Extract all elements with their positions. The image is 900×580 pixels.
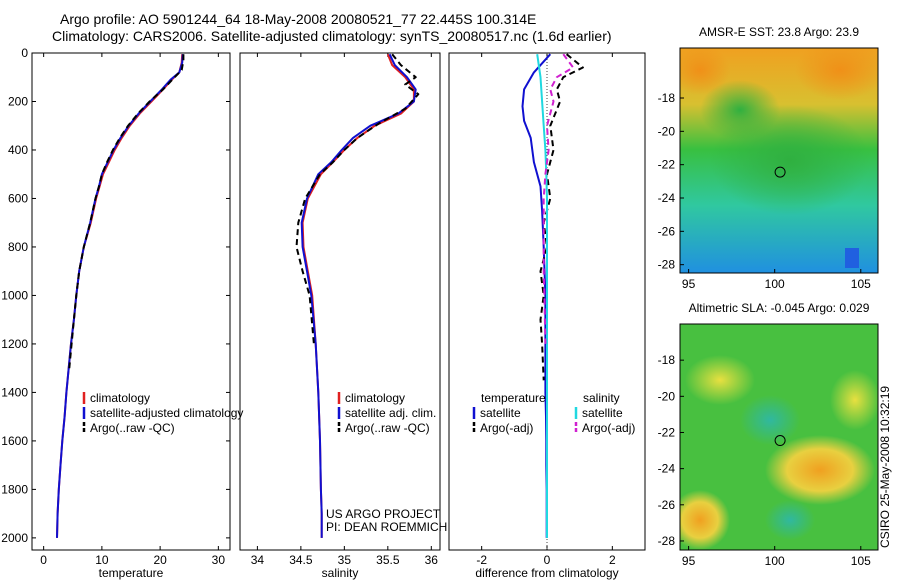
sst-map-warm-patch <box>680 48 730 95</box>
sst-map-warm-patch <box>795 48 878 100</box>
series-line-salinity-argo-adj- <box>542 53 575 344</box>
x-axis-label: salinity <box>322 566 359 580</box>
sla-map-high-patch <box>680 490 730 550</box>
map-frame <box>679 323 879 551</box>
map-y-tick-label: -22 <box>658 158 676 172</box>
x-tick-label: 35 <box>338 553 352 567</box>
x-tick-label: 10 <box>95 553 109 567</box>
series-line-argo-raw-qc- <box>295 53 420 344</box>
x-tick-label: 0 <box>40 553 47 567</box>
legend-heading: temperature <box>481 391 546 405</box>
x-tick-label: 35.5 <box>376 553 400 567</box>
y-tick-label: 1400 <box>1 385 28 399</box>
map-title: AMSR-E SST: 23.8 Argo: 23.9 <box>699 25 859 39</box>
sla-map-low-patch <box>765 500 815 540</box>
map-title: Altimetric SLA: -0.045 Argo: 0.029 <box>689 301 870 315</box>
x-tick-label: -2 <box>476 553 487 567</box>
sst-map <box>680 48 878 273</box>
legend-label: Argo(..raw -QC) <box>345 421 430 435</box>
map-y-tick-label: -26 <box>658 224 676 238</box>
sla-map-high-patch <box>830 370 878 430</box>
profile-location-marker <box>774 166 786 178</box>
x-tick-label: 2 <box>609 553 616 567</box>
map-x-tick-label: 95 <box>682 554 696 568</box>
x-tick-label: 0 <box>544 553 551 567</box>
y-tick-label: 1000 <box>1 288 28 302</box>
x-tick-label: 36 <box>425 553 439 567</box>
map-y-tick-label: -24 <box>658 462 676 476</box>
x-tick-label: 30 <box>212 553 226 567</box>
map-y-tick-label: -20 <box>658 389 676 403</box>
map-y-tick-label: -18 <box>658 91 676 105</box>
sla-map <box>680 324 878 550</box>
project-annotation: US ARGO PROJECT <box>326 507 441 521</box>
y-tick-label: 0 <box>21 46 28 60</box>
legend-label: Argo(..raw -QC) <box>90 421 175 435</box>
map-x-tick-label: 105 <box>851 554 871 568</box>
x-tick-label: 20 <box>153 553 167 567</box>
y-tick-label: 2000 <box>1 531 28 545</box>
map-y-tick-label: -22 <box>658 425 676 439</box>
legend-label: satellite <box>582 406 623 420</box>
map-y-tick-label: -24 <box>658 191 676 205</box>
y-tick-label: 1800 <box>1 482 28 496</box>
x-axis-label: difference from climatology <box>475 566 618 580</box>
map-x-tick-label: 100 <box>765 554 785 568</box>
map-x-tick-label: 100 <box>765 277 785 291</box>
y-tick-label: 800 <box>8 240 28 254</box>
legend-label: satellite-adjusted climatology <box>90 406 243 420</box>
y-tick-label: 1200 <box>1 337 28 351</box>
map-x-tick-label: 95 <box>682 277 696 291</box>
legend-label: Argo(-adj) <box>582 421 635 435</box>
legend-label: climatology <box>345 391 405 405</box>
legend-heading: salinity <box>583 391 620 405</box>
map-y-tick-label: -28 <box>658 534 676 548</box>
map-y-tick-label: -18 <box>658 353 676 367</box>
plot-frame <box>31 52 231 551</box>
map-y-tick-label: -20 <box>658 124 676 138</box>
figure-title-line1: Argo profile: AO 5901244_64 18-May-2008 … <box>60 11 537 27</box>
y-tick-label: 200 <box>8 94 28 108</box>
project-annotation: PI: DEAN ROEMMICH <box>326 520 447 534</box>
legend-label: satellite <box>480 406 521 420</box>
sst-map-cold-spot <box>845 248 859 268</box>
legend-label: satellite adj. clim. <box>345 406 436 420</box>
y-tick-label: 600 <box>8 191 28 205</box>
series-line-satellite-adj-clim- <box>300 53 417 538</box>
x-tick-label: 34.5 <box>289 553 313 567</box>
map-x-tick-label: 105 <box>851 277 871 291</box>
chart-marks: 0 10 20 30020040060080010001200140016001800… <box>1 25 879 580</box>
y-tick-label: 1600 <box>1 434 28 448</box>
series-line-temperature-argo-adj- <box>539 53 584 381</box>
sst-map-green-patch <box>700 80 780 140</box>
x-axis-label: temperature <box>99 566 164 580</box>
y-tick-label: 400 <box>8 143 28 157</box>
credit-stamp: CSIRO 25-May-2008 10:32:19 <box>878 385 892 548</box>
legend-label: climatology <box>90 391 150 405</box>
sla-map-low-patch <box>740 395 800 445</box>
figure-title-line2: Climatology: CARS2006. Satellite-adjuste… <box>52 28 612 44</box>
map-y-tick-label: -28 <box>658 258 676 272</box>
legend-label: Argo(-adj) <box>480 421 533 435</box>
profile-location-marker <box>774 435 786 447</box>
map-y-tick-label: -26 <box>658 498 676 512</box>
sla-map-high-patch <box>765 435 875 505</box>
x-tick-label: 34 <box>251 553 265 567</box>
series-line-argo-raw-qc- <box>68 54 185 369</box>
map-frame <box>679 47 879 274</box>
series-line-climatology <box>301 53 415 538</box>
plot-frame <box>239 52 441 551</box>
sla-map-high-patch <box>685 355 755 405</box>
series-line-salinity-satellite <box>536 54 548 538</box>
